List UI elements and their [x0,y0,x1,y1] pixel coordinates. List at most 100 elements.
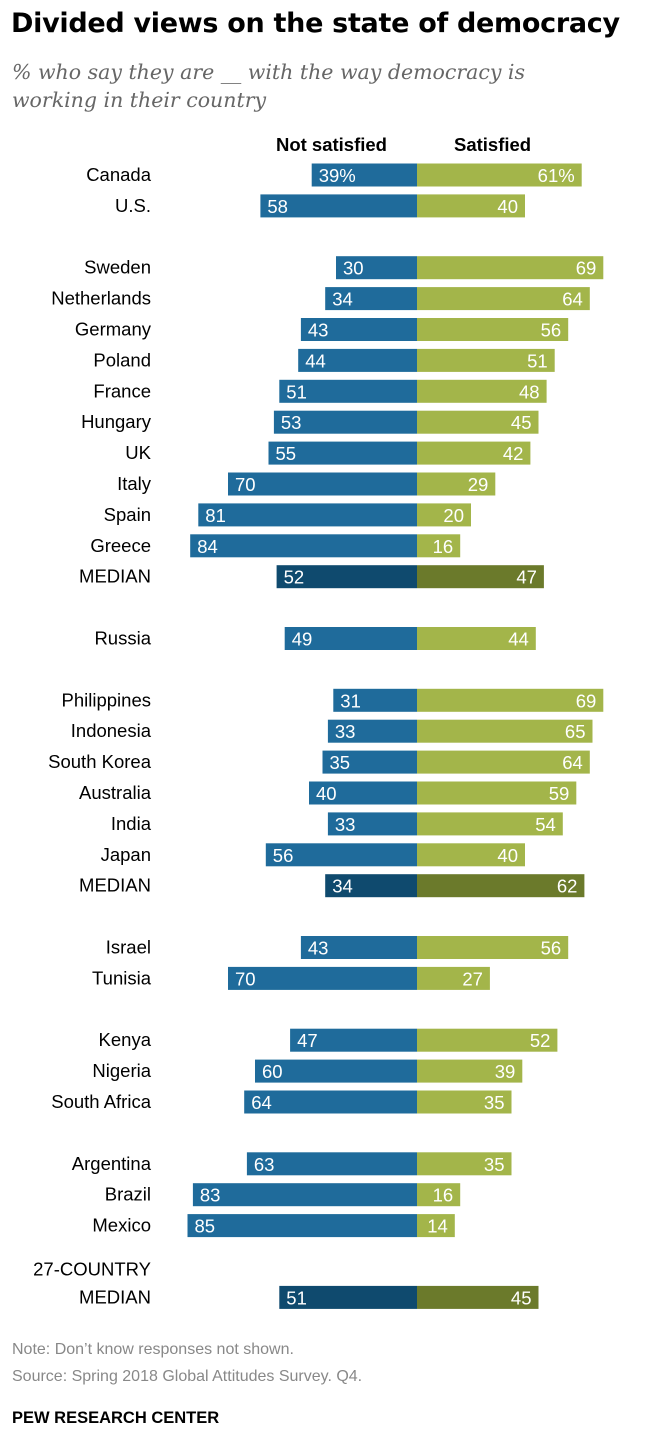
data-label-satisfied: 45 [511,1287,532,1308]
category-label: Italy [117,473,152,494]
data-label-satisfied: 52 [530,1030,551,1051]
data-label-not-satisfied: 70 [235,474,256,495]
data-label-not-satisfied: 53 [281,412,302,433]
data-label-not-satisfied: 34 [332,289,353,310]
bar-not-satisfied [325,874,417,898]
category-label: UK [125,442,151,463]
category-label: Poland [93,349,151,370]
bar-not-satisfied [279,1285,417,1309]
bar-satisfied [417,1059,523,1083]
category-label: Nigeria [92,1060,151,1081]
category-label: Japan [101,844,151,865]
bar-satisfied [417,1214,455,1238]
data-label-satisfied: 16 [433,536,454,557]
data-label-not-satisfied: 31 [340,690,361,711]
data-label-satisfied: 56 [541,938,562,959]
chart-source: Source: Spring 2018 Global Attitudes Sur… [12,1368,363,1385]
bar-satisfied [417,163,582,187]
data-label-satisfied: 42 [503,443,524,464]
bar-satisfied [417,256,604,280]
category-label: Russia [94,628,151,649]
bar-not-satisfied [327,719,417,743]
bar-not-satisfied [322,750,417,774]
category-label: Greece [90,535,151,556]
bar-satisfied [417,1090,512,1114]
chart-subtitle: % who say they are __ with the way democ… [12,60,526,112]
category-label: Netherlands [51,288,151,309]
data-label-satisfied: 69 [576,258,597,279]
data-label-satisfied: 44 [508,629,529,650]
brand-logo-text: PEW RESEARCH CENTER [12,1409,220,1427]
data-label-not-satisfied: 51 [286,1287,307,1308]
bar-satisfied [417,348,555,372]
data-label-not-satisfied: 64 [251,1092,272,1113]
data-label-not-satisfied: 56 [273,845,294,866]
data-label-not-satisfied: 83 [200,1185,221,1206]
category-label: Tunisia [92,967,152,988]
category-label: U.S. [115,195,151,216]
bar-not-satisfied [276,565,417,589]
data-label-not-satisfied: 51 [286,381,307,402]
category-label: MEDIAN [79,566,151,587]
data-label-satisfied: 35 [484,1092,505,1113]
chart-note: Note: Don’t know responses not shown. [12,1341,294,1358]
bar-not-satisfied [192,1183,417,1207]
bar-satisfied [417,781,577,805]
bar-satisfied [417,565,544,589]
bar-satisfied [417,750,590,774]
diverging-bar-chart: Not satisfied Satisfied 39% 61% Canada 58 40 U.… [33,134,604,1309]
bar-satisfied [417,194,525,218]
data-label-not-satisfied: 49 [292,629,313,650]
bar-not-satisfied [273,410,417,434]
data-label-satisfied: 51 [527,350,548,371]
data-label-not-satisfied: 43 [308,320,329,341]
category-label: Spain [104,504,151,525]
bar-not-satisfied [300,318,417,341]
bar-not-satisfied [309,781,417,805]
data-label-satisfied: 20 [443,505,464,526]
category-label: Australia [79,782,152,803]
bar-not-satisfied [279,379,417,403]
bar-not-satisfied [325,287,417,311]
data-label-not-satisfied: 70 [235,968,256,989]
category-label: MEDIAN [79,875,151,896]
bar-not-satisfied [228,472,417,496]
data-label-satisfied: 64 [562,752,583,773]
bar-satisfied [417,843,525,867]
category-label: India [111,813,152,834]
category-label: Canada [86,164,152,185]
category-label: 27-COUNTRY [33,1258,151,1279]
data-label-not-satisfied: 34 [332,876,353,897]
bar-not-satisfied [333,688,417,712]
bar-not-satisfied [255,1059,417,1083]
bar-not-satisfied [290,1028,417,1052]
bar-satisfied [417,472,496,496]
data-label-satisfied: 56 [541,320,562,341]
bar-satisfied [417,1028,558,1052]
data-label-satisfied: 62 [557,876,578,897]
bar-not-satisfied [198,503,417,527]
category-label: South Korea [48,751,152,772]
bar-satisfied [417,627,536,650]
data-label-satisfied: 39 [495,1061,516,1082]
category-label: France [93,380,151,401]
bar-satisfied [417,534,461,558]
category-label: Israel [106,937,151,958]
data-label-satisfied: 40 [497,196,518,217]
category-label: Hungary [81,411,152,432]
bar-not-satisfied [228,966,417,990]
data-label-not-satisfied: 33 [335,721,356,742]
data-label-not-satisfied: 30 [343,258,364,279]
data-label-not-satisfied: 40 [316,783,337,804]
data-label-not-satisfied: 84 [197,536,218,557]
category-label: Mexico [92,1215,151,1236]
bar-satisfied [417,318,569,341]
bar-not-satisfied [260,194,417,218]
data-label-not-satisfied: 33 [335,814,356,835]
data-label-satisfied: 61% [538,165,575,186]
data-label-not-satisfied: 43 [308,938,329,959]
bar-not-satisfied [268,441,417,465]
bar-not-satisfied [265,843,417,867]
data-label-not-satisfied: 52 [284,567,305,588]
bar-not-satisfied [190,534,417,558]
